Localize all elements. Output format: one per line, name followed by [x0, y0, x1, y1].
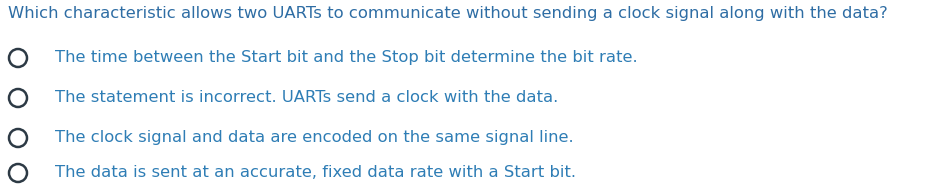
Text: The time between the Start bit and the Stop bit determine the bit rate.: The time between the Start bit and the S… — [55, 50, 637, 65]
Text: The statement is incorrect. UARTs send a clock with the data.: The statement is incorrect. UARTs send a… — [55, 90, 558, 105]
Text: The data is sent at an accurate, fixed data rate with a Start bit.: The data is sent at an accurate, fixed d… — [55, 165, 576, 180]
Text: The clock signal and data are encoded on the same signal line.: The clock signal and data are encoded on… — [55, 130, 574, 145]
Text: Which characteristic allows two UARTs to communicate without sending a clock sig: Which characteristic allows two UARTs to… — [8, 6, 887, 21]
